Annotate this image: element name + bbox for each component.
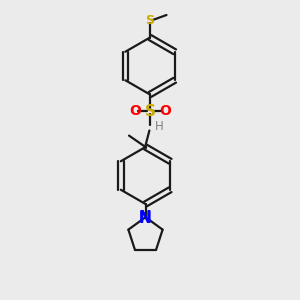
Text: N: N <box>139 210 152 225</box>
Text: S: S <box>146 14 154 28</box>
Text: S: S <box>145 103 155 118</box>
Text: O: O <box>159 104 171 118</box>
Text: N: N <box>139 212 152 226</box>
Text: H: H <box>154 120 164 133</box>
Text: O: O <box>129 104 141 118</box>
